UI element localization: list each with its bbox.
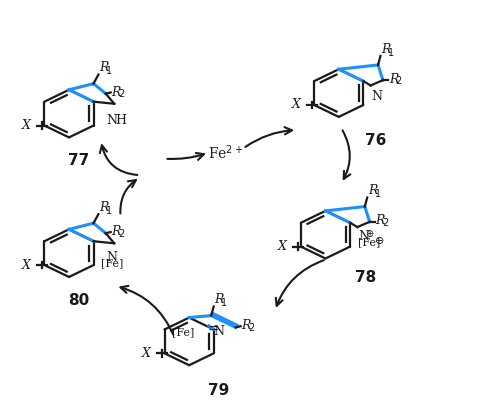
Text: $\ominus$: $\ominus$: [374, 235, 384, 246]
Text: X: X: [22, 259, 31, 272]
FancyArrowPatch shape: [121, 180, 136, 213]
Text: N: N: [372, 90, 382, 104]
Text: 1: 1: [106, 206, 112, 216]
Text: [Fe]: [Fe]: [358, 238, 380, 248]
Text: [Fe]: [Fe]: [101, 258, 123, 268]
Text: 78: 78: [355, 270, 376, 285]
FancyArrowPatch shape: [343, 130, 350, 179]
Text: 79: 79: [208, 383, 229, 398]
Text: 76: 76: [365, 133, 386, 148]
Text: [Fe]: [Fe]: [172, 327, 194, 337]
Text: R: R: [389, 73, 398, 86]
Text: R: R: [368, 184, 377, 197]
Text: 1: 1: [388, 47, 394, 57]
FancyArrowPatch shape: [121, 286, 173, 335]
Text: 2: 2: [248, 323, 255, 333]
Text: N: N: [106, 251, 117, 264]
FancyArrowPatch shape: [167, 153, 204, 160]
Text: R: R: [112, 225, 121, 238]
Text: 2: 2: [382, 218, 389, 228]
Text: 77: 77: [68, 154, 89, 168]
Text: H: H: [115, 114, 126, 127]
Text: R: R: [381, 42, 390, 55]
Text: 80: 80: [68, 293, 89, 308]
Text: X: X: [292, 99, 301, 111]
Text: =: =: [208, 323, 219, 337]
Text: Fe$^{2+}$: Fe$^{2+}$: [208, 143, 244, 162]
Text: 2: 2: [119, 89, 125, 99]
FancyArrowPatch shape: [100, 145, 137, 175]
Text: 2: 2: [396, 77, 402, 87]
Text: R: R: [242, 319, 251, 332]
Text: $\oplus$: $\oplus$: [365, 228, 374, 239]
Text: N: N: [106, 114, 117, 127]
Text: R: R: [99, 61, 108, 74]
Text: 1: 1: [374, 189, 381, 199]
FancyArrowPatch shape: [276, 260, 324, 306]
Text: X: X: [142, 347, 151, 360]
Text: N: N: [214, 325, 225, 339]
FancyArrowPatch shape: [246, 127, 292, 147]
Text: 1: 1: [106, 66, 112, 76]
Text: X: X: [22, 119, 31, 132]
Text: 2: 2: [119, 229, 125, 239]
Text: R: R: [214, 293, 224, 306]
Text: X: X: [278, 240, 287, 253]
Text: N: N: [358, 230, 369, 243]
Text: R: R: [112, 86, 121, 99]
Text: 1: 1: [221, 298, 227, 308]
Text: R: R: [375, 214, 385, 228]
Text: R: R: [99, 201, 108, 214]
